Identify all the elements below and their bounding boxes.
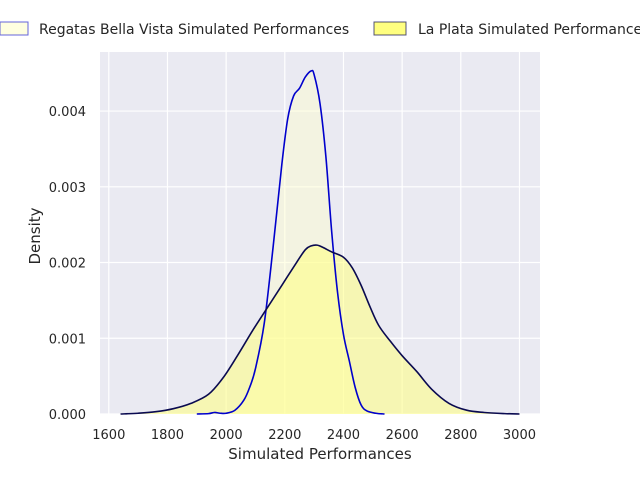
x-tick-label: 2600	[386, 428, 419, 443]
x-tick-label: 1600	[92, 428, 125, 443]
x-tick-label: 2400	[327, 428, 360, 443]
x-axis-ticks: 1600 1800 2000 2200 2400 2600 2800 3000	[92, 428, 536, 443]
y-tick-label: 0.004	[49, 105, 86, 120]
legend-label-la-plata: La Plata Simulated Performances	[418, 22, 640, 38]
legend-label-regatas: Regatas Bella Vista Simulated Performanc…	[39, 22, 349, 38]
density-areas	[120, 70, 520, 415]
x-tick-label: 1800	[151, 428, 184, 443]
y-tick-label: 0.003	[49, 181, 86, 196]
x-tick-label: 3000	[503, 428, 536, 443]
legend-item-la-plata[interactable]: La Plata Simulated Performances	[373, 21, 640, 38]
density-area-la-plata	[120, 245, 520, 414]
y-tick-label: 0.000	[49, 408, 86, 423]
x-tick-label: 2200	[268, 428, 301, 443]
legend-item-regatas[interactable]: Regatas Bella Vista Simulated Performanc…	[0, 21, 349, 38]
legend: Regatas Bella Vista Simulated Performanc…	[0, 21, 640, 38]
y-tick-label: 0.001	[49, 332, 86, 347]
y-tick-label: 0.002	[49, 257, 86, 272]
legend-swatch-regatas	[0, 21, 29, 36]
legend-swatch-la-plata	[373, 21, 407, 36]
y-axis-ticks: 0.000 0.001 0.002 0.003 0.004	[49, 105, 86, 423]
x-tick-label: 2000	[210, 428, 243, 443]
density-line-la-plata	[120, 244, 520, 415]
x-tick-label: 2800	[444, 428, 477, 443]
x-axis-title: Simulated Performances	[228, 445, 412, 463]
y-axis-title: Density	[26, 207, 44, 264]
density-lines	[120, 69, 520, 415]
density-line-regatas	[196, 69, 385, 415]
